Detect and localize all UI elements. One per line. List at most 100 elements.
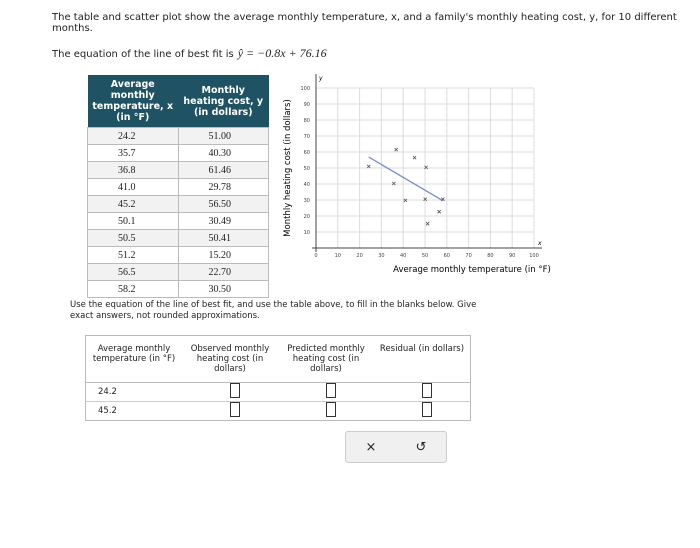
- table-cell: [182, 401, 278, 421]
- table-cell: [278, 382, 374, 402]
- table-cell: 45.2: [85, 401, 182, 421]
- x-tick-label: 90: [509, 253, 515, 259]
- table-row: 24.2: [85, 382, 471, 402]
- x-tick-label: 10: [335, 253, 341, 259]
- table-cell: 50.41: [177, 229, 269, 247]
- column-header: Predicted monthly heating cost (in dolla…: [278, 335, 374, 383]
- y-axis-title: Monthly heating cost (in dollars): [283, 99, 293, 237]
- table-row: 24.2 51.00: [87, 127, 269, 145]
- table-cell: 58.2: [87, 280, 179, 298]
- table-cell: 51.00: [177, 127, 269, 145]
- table-cell: 35.7: [87, 144, 179, 162]
- y-tick-label: 40: [304, 182, 310, 188]
- x-tick-label: 100: [529, 253, 539, 259]
- x-axis-arrow-label: x: [537, 240, 542, 247]
- data-point: [437, 209, 442, 214]
- table-row: 45.2: [85, 401, 471, 421]
- table-cell: 56.5: [87, 263, 179, 281]
- table-cell: 29.78: [177, 178, 269, 196]
- data-point: [412, 155, 417, 160]
- y-tick-label: 50: [304, 166, 310, 172]
- table-cell: 22.70: [177, 263, 269, 281]
- table-cell: [374, 401, 471, 421]
- table-cell: 45.2: [87, 195, 179, 213]
- table-cell: [278, 401, 374, 421]
- retry-button[interactable]: ↺: [415, 439, 427, 455]
- y-tick-label: 30: [304, 198, 310, 204]
- data-point: [394, 147, 399, 152]
- y-tick-label: 70: [304, 134, 310, 140]
- data-table: Average monthly temperature, x (in °F) Mo…: [87, 75, 269, 298]
- table-row: 56.5 22.70: [87, 263, 269, 281]
- table-cell: 40.30: [177, 144, 269, 162]
- data-point: [391, 181, 396, 186]
- data-point: [366, 164, 371, 169]
- y-tick-label: 60: [304, 150, 310, 156]
- y-tick-label: 80: [304, 118, 310, 124]
- intro: The table and scatter plot show the aver…: [52, 12, 677, 34]
- y-tick-label: 10: [304, 230, 310, 236]
- table-row: 36.8 61.46: [87, 161, 269, 179]
- table-cell: 50.1: [87, 212, 179, 230]
- button-bar: × ↺: [345, 431, 447, 463]
- answer-input[interactable]: [326, 383, 336, 398]
- table-row: 51.2 15.20: [87, 246, 269, 264]
- data-point: [403, 198, 408, 203]
- instructions: Use the equation of the line of best fit…: [70, 300, 477, 321]
- y-axis-arrow-label: y: [318, 75, 323, 82]
- column-header: Monthly heating cost, y (in dollars): [178, 75, 269, 128]
- x-tick-label: 20: [356, 253, 362, 259]
- x-tick-label: 50: [422, 253, 428, 259]
- scatter-plot: 10 20 30 40 50 60 70 80 90 100 0 10 20 30 40 50 60 70 80 90…: [283, 74, 551, 275]
- answer-table: Average monthly temperature (in °F) Obser…: [85, 335, 471, 421]
- table-cell: [374, 382, 471, 402]
- table-cell: 30.50: [177, 280, 269, 298]
- table-cell: 24.2: [85, 382, 182, 402]
- x-tick-label: 40: [400, 253, 406, 259]
- column-header: Average monthly temperature (in °F): [85, 335, 182, 383]
- table-cell: 51.2: [87, 246, 179, 264]
- table-cell: 30.49: [177, 212, 269, 230]
- table-row: 45.2 56.50: [87, 195, 269, 213]
- clear-button[interactable]: ×: [365, 439, 377, 455]
- table-cell: 41.0: [87, 178, 179, 196]
- table-row: 50.5 50.41: [87, 229, 269, 247]
- table-cell: 61.46: [177, 161, 269, 179]
- table-cell: [182, 382, 278, 402]
- column-header: Observed monthly heating cost (in dollar…: [182, 335, 278, 383]
- data-point: [440, 197, 445, 202]
- table-row: 35.7 40.30: [87, 144, 269, 162]
- answer-input[interactable]: [230, 402, 240, 417]
- equation: ŷ = −0.8x + 76.16: [237, 46, 327, 60]
- answer-input[interactable]: [422, 402, 432, 417]
- y-tick-label: 90: [304, 102, 310, 108]
- x-tick-label: 60: [444, 253, 450, 259]
- x-axis-title: Average monthly temperature (in °F): [393, 265, 551, 275]
- y-tick-label: 100: [300, 86, 310, 92]
- x-tick-label: 70: [465, 253, 471, 259]
- y-tick-label: 20: [304, 214, 310, 220]
- fit-line: [368, 156, 444, 202]
- table-row: 50.1 30.49: [87, 212, 269, 230]
- x-tick-label: 80: [487, 253, 493, 259]
- answer-input[interactable]: [422, 383, 432, 398]
- answer-input[interactable]: [230, 383, 240, 398]
- table-cell: 15.20: [177, 246, 269, 264]
- equation-text: The equation of the line of best fit is: [52, 49, 234, 60]
- data-point: [425, 221, 430, 226]
- x-tick-label: 0: [314, 253, 317, 259]
- table-row: 58.2 30.50: [87, 280, 269, 298]
- table-cell: 24.2: [87, 127, 179, 145]
- answer-input[interactable]: [326, 402, 336, 417]
- table-cell: 36.8: [87, 161, 179, 179]
- x-tick-label: 30: [378, 253, 384, 259]
- table-cell: 50.5: [87, 229, 179, 247]
- equation-line: The equation of the line of best fit is ŷ…: [52, 46, 327, 61]
- data-point: [423, 197, 428, 202]
- table-cell: 56.50: [177, 195, 269, 213]
- table-row: 41.0 29.78: [87, 178, 269, 196]
- column-header: Residual (in dollars): [374, 335, 471, 383]
- column-header: Average monthly temperature, x (in °F): [87, 75, 178, 128]
- data-point: [424, 165, 428, 170]
